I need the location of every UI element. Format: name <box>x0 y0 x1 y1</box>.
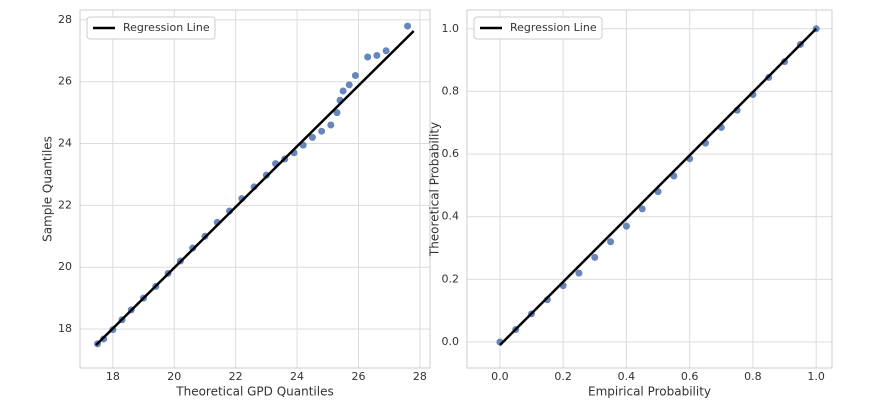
point <box>607 238 615 246</box>
regression-line <box>499 27 818 347</box>
point <box>638 205 646 213</box>
x-axis-label: Empirical Probability <box>588 385 711 399</box>
point <box>345 81 353 89</box>
point <box>351 72 359 80</box>
legend-box <box>473 16 603 40</box>
point <box>308 133 316 141</box>
x-tick-label: 0.4 <box>618 370 636 383</box>
x-tick-label: 18 <box>106 370 120 383</box>
y-tick-label: 0.2 <box>442 272 460 285</box>
legend-box <box>86 16 216 40</box>
point <box>591 253 599 261</box>
y-tick-label: 18 <box>58 322 72 335</box>
x-tick-label: 0.2 <box>554 370 572 383</box>
y-axis-label: Theoretical Probability <box>428 122 442 257</box>
y-tick-label: 0.8 <box>442 84 460 97</box>
point <box>373 51 381 59</box>
regression-line <box>95 30 415 347</box>
point <box>364 53 372 61</box>
y-tick-label: 22 <box>58 198 72 211</box>
y-tick-label: 0.6 <box>442 147 460 160</box>
point <box>339 87 347 95</box>
point <box>575 269 583 277</box>
x-tick-label: 1.0 <box>807 370 825 383</box>
point <box>382 47 390 55</box>
point <box>327 121 335 129</box>
plot-frame <box>79 9 431 369</box>
x-tick-label: 0.0 <box>491 370 509 383</box>
y-axis-label: Sample Quantiles <box>41 136 55 242</box>
y-tick-label: 1.0 <box>442 22 460 35</box>
y-tick-label: 24 <box>58 137 72 150</box>
x-axis-label: Theoretical GPD Quantiles <box>175 385 333 399</box>
x-tick-label: 24 <box>290 370 304 383</box>
x-tick-label: 22 <box>229 370 243 383</box>
y-tick-label: 0.0 <box>442 335 460 348</box>
point <box>622 222 630 230</box>
x-tick-label: 0.8 <box>744 370 762 383</box>
y-tick-label: 0.4 <box>442 210 460 223</box>
point <box>318 127 326 135</box>
x-tick-label: 20 <box>167 370 181 383</box>
legend-label: Regression Line <box>123 21 210 34</box>
x-tick-label: 26 <box>351 370 365 383</box>
point <box>333 109 341 117</box>
y-tick-label: 20 <box>58 260 72 273</box>
x-tick-label: 0.6 <box>681 370 699 383</box>
legend-label: Regression Line <box>510 21 597 34</box>
point <box>404 22 412 30</box>
y-tick-label: 28 <box>58 13 72 26</box>
x-tick-label: 28 <box>413 370 427 383</box>
y-tick-label: 26 <box>58 75 72 88</box>
plot-frame <box>466 9 833 369</box>
